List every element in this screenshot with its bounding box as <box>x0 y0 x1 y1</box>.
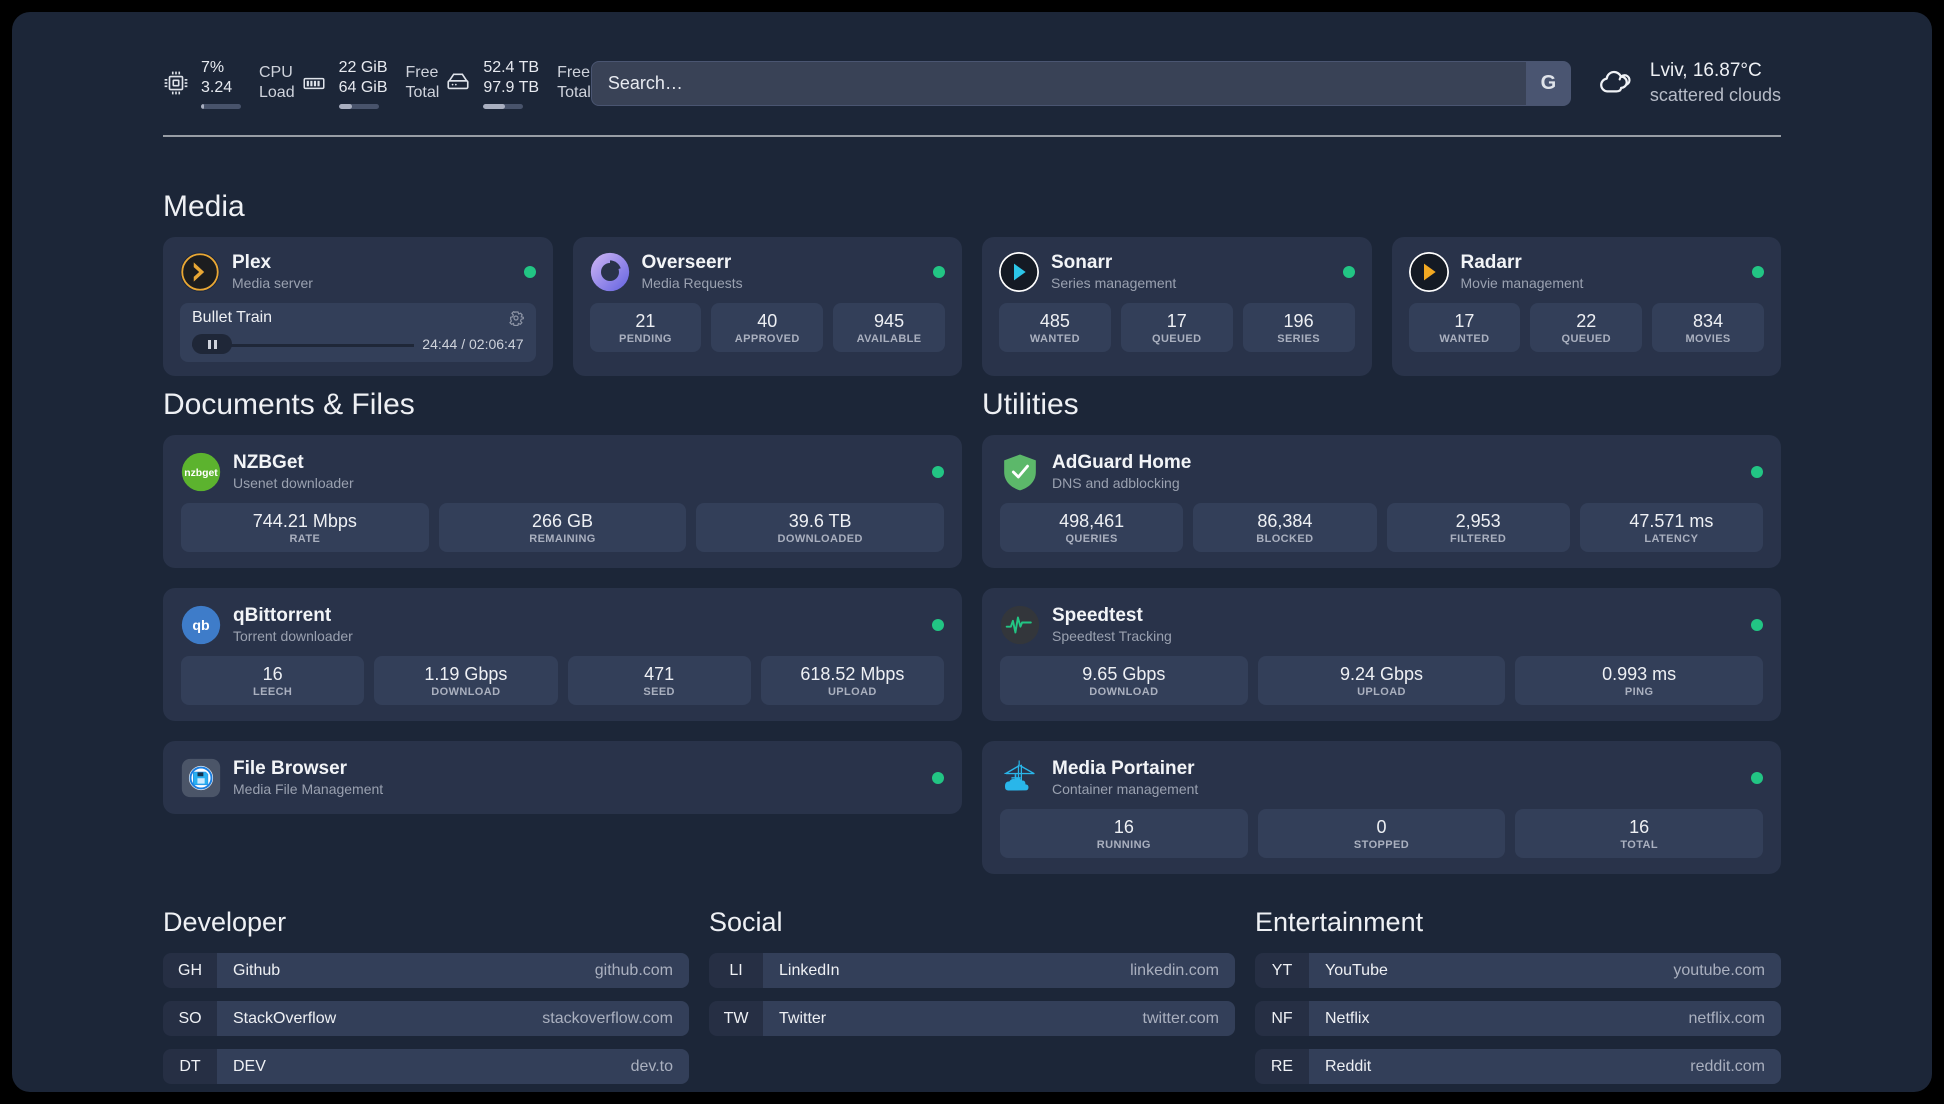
svg-text:nzbget: nzbget <box>184 468 218 479</box>
svg-text:qb: qb <box>192 618 210 634</box>
